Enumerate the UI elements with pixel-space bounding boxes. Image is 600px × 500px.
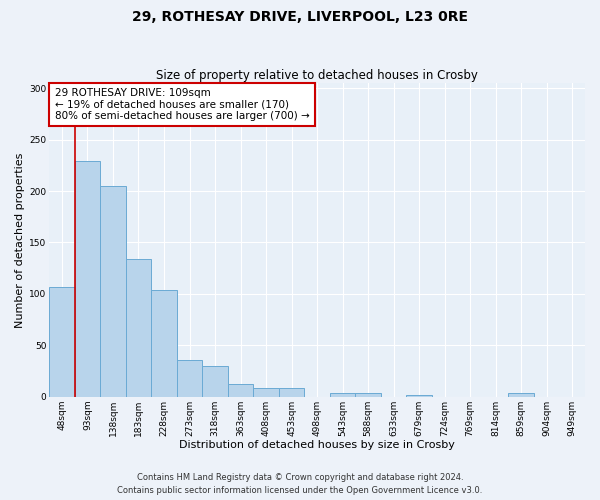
Bar — [177, 360, 202, 397]
Bar — [126, 259, 151, 396]
Title: Size of property relative to detached houses in Crosby: Size of property relative to detached ho… — [156, 69, 478, 82]
X-axis label: Distribution of detached houses by size in Crosby: Distribution of detached houses by size … — [179, 440, 455, 450]
Text: 29 ROTHESAY DRIVE: 109sqm
← 19% of detached houses are smaller (170)
80% of semi: 29 ROTHESAY DRIVE: 109sqm ← 19% of detac… — [55, 88, 310, 121]
Bar — [253, 388, 279, 396]
Y-axis label: Number of detached properties: Number of detached properties — [15, 152, 25, 328]
Bar — [151, 290, 177, 397]
Bar — [75, 162, 100, 396]
Bar — [228, 384, 253, 396]
Text: Contains HM Land Registry data © Crown copyright and database right 2024.
Contai: Contains HM Land Registry data © Crown c… — [118, 473, 482, 495]
Bar — [202, 366, 228, 396]
Bar — [279, 388, 304, 396]
Bar — [330, 392, 355, 396]
Text: 29, ROTHESAY DRIVE, LIVERPOOL, L23 0RE: 29, ROTHESAY DRIVE, LIVERPOOL, L23 0RE — [132, 10, 468, 24]
Bar — [355, 392, 381, 396]
Bar — [406, 394, 432, 396]
Bar — [508, 392, 534, 396]
Bar — [100, 186, 126, 396]
Bar — [49, 286, 75, 397]
